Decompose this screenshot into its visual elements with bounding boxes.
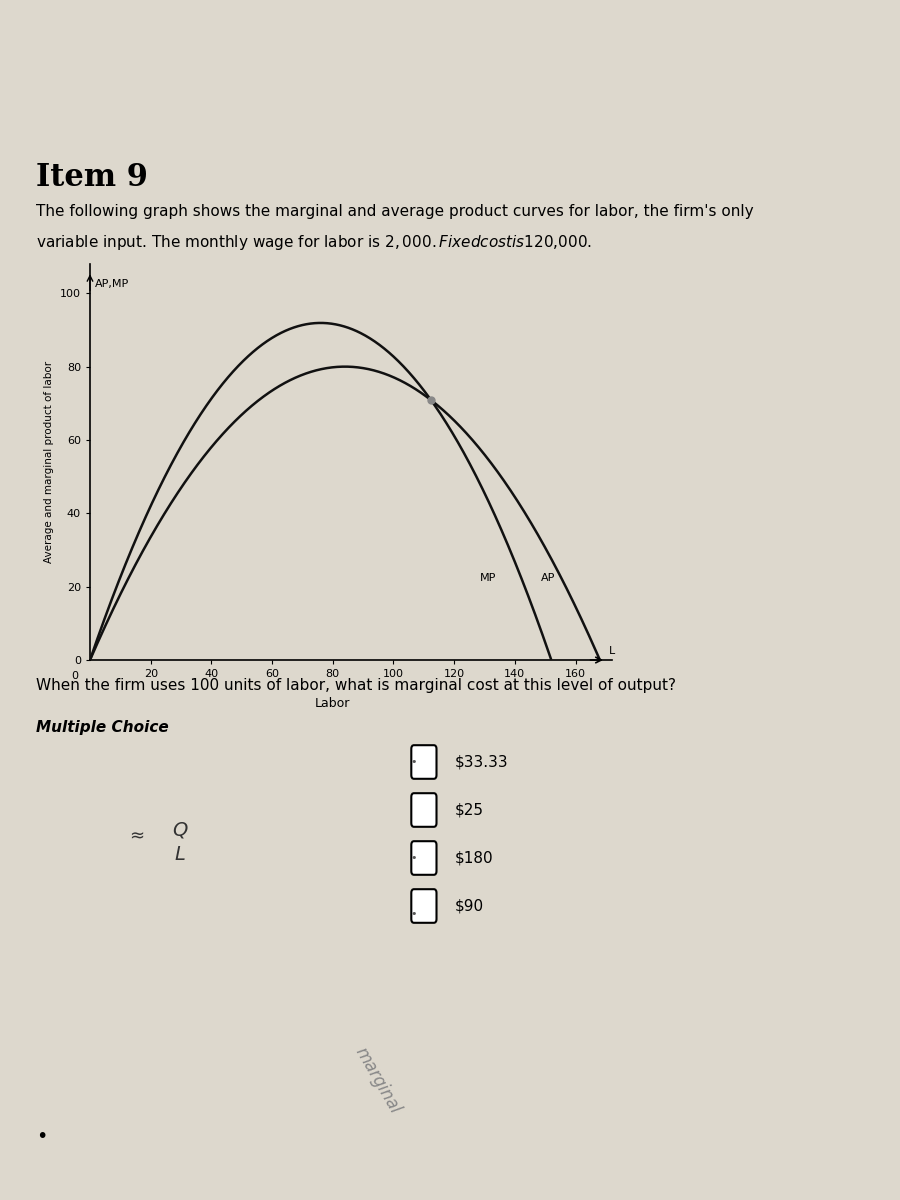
Text: AP: AP <box>541 572 555 583</box>
Text: $25: $25 <box>454 803 483 817</box>
Text: variable input. The monthly wage for labor is $2,000. Fixed cost is $120,000.: variable input. The monthly wage for lab… <box>36 233 592 252</box>
Text: •: • <box>410 910 418 919</box>
Text: Labor: Labor <box>315 697 350 709</box>
Text: Item 9: Item 9 <box>36 162 148 193</box>
Text: $33.33: $33.33 <box>454 755 508 769</box>
Text: MP: MP <box>480 572 496 583</box>
Text: $\approx$: $\approx$ <box>126 826 144 842</box>
Text: AP,MP: AP,MP <box>94 278 129 289</box>
Text: $90: $90 <box>454 899 483 913</box>
Text: marginal: marginal <box>352 1044 404 1116</box>
Text: 0: 0 <box>71 671 78 680</box>
Y-axis label: Average and marginal product of labor: Average and marginal product of labor <box>44 361 54 563</box>
Text: Multiple Choice: Multiple Choice <box>36 720 169 734</box>
Text: $Q$: $Q$ <box>172 821 188 840</box>
Text: When the firm uses 100 units of labor, what is marginal cost at this level of ou: When the firm uses 100 units of labor, w… <box>36 678 676 692</box>
Text: The following graph shows the marginal and average product curves for labor, the: The following graph shows the marginal a… <box>36 204 753 218</box>
Text: $180: $180 <box>454 851 493 865</box>
Text: $L$: $L$ <box>175 845 185 864</box>
Text: L: L <box>609 647 616 656</box>
Text: •: • <box>410 853 418 863</box>
Text: •: • <box>410 757 418 767</box>
Text: •: • <box>36 1127 48 1146</box>
